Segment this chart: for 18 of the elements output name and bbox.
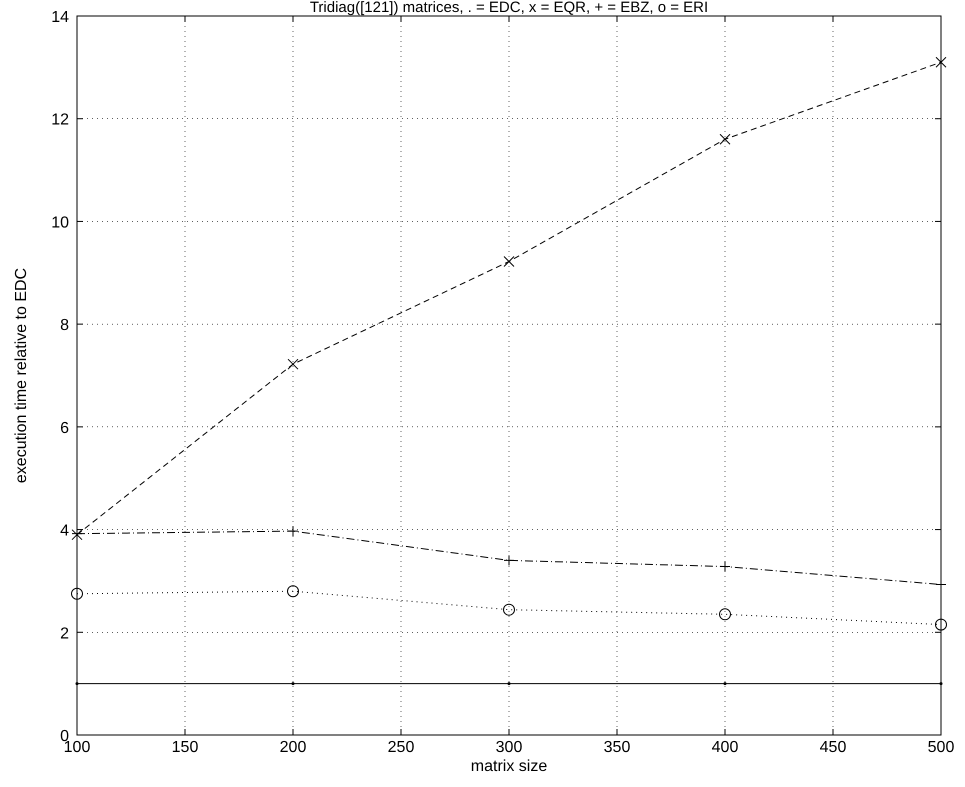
x-axis-title: matrix size — [470, 758, 548, 775]
x-tick-label: 350 — [604, 739, 630, 756]
x-tick-label: 450 — [820, 739, 846, 756]
y-tick-label: 4 — [60, 522, 70, 540]
chart-title: Tridiag([121]) matrices, . = EDC, x = EQR, + = EBZ, o = ERI — [310, 0, 708, 16]
x-tick-label: 150 — [172, 739, 198, 756]
y-tick-label: 12 — [51, 112, 70, 129]
y-tick-label: 2 — [60, 625, 70, 642]
y-tick-label: 10 — [51, 214, 70, 232]
x-tick-label: 300 — [496, 739, 522, 756]
x-tick-label: 200 — [280, 739, 306, 756]
x-tick-label: 250 — [388, 739, 414, 756]
y-tick-label: 8 — [60, 317, 70, 334]
y-tick-label: 14 — [51, 9, 70, 26]
x-tick-label: 400 — [712, 739, 738, 756]
x-tick-label: 500 — [928, 739, 954, 756]
y-tick-label: 6 — [60, 420, 70, 437]
y-axis-title: execution time relative to EDC — [13, 268, 30, 484]
